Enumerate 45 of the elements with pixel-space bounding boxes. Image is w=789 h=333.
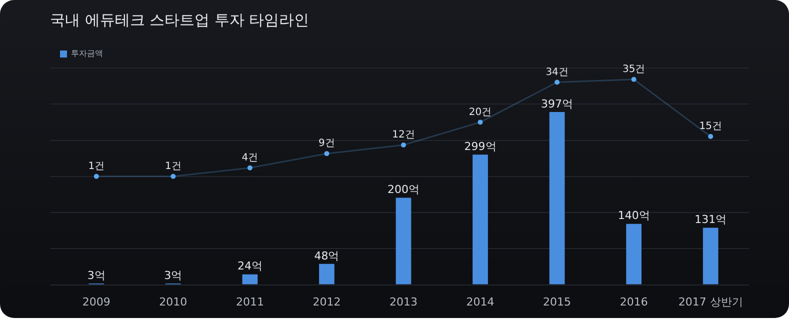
x-tick-label: 2012 [312, 295, 341, 308]
point [401, 142, 406, 148]
data-label: 9건 [318, 138, 335, 150]
data-label: 35건 [622, 64, 646, 76]
data-label: 48억 [314, 249, 340, 262]
data-label: 4건 [242, 152, 258, 164]
data-label: 12건 [392, 130, 415, 141]
bar [472, 154, 488, 284]
point [708, 134, 714, 139]
data-label: 34건 [546, 66, 568, 78]
legend-label: 투자금액 [71, 49, 103, 58]
x-tick-label: 2015 [543, 295, 572, 308]
chart-title: 국내 에듀테크 스타트업 투자 타임라인 [50, 10, 310, 29]
data-label: 1건 [88, 160, 105, 172]
bar [242, 274, 258, 284]
point [324, 151, 330, 156]
point [94, 174, 99, 179]
data-label: 131억 [694, 213, 727, 226]
x-tick-label: 2014 [466, 295, 494, 308]
point [631, 76, 636, 82]
data-label: 3억 [87, 268, 106, 282]
point [554, 80, 560, 85]
data-label: 1건 [164, 160, 182, 172]
bar [319, 264, 334, 284]
point [247, 165, 252, 170]
x-tick-label: 2013 [390, 295, 418, 308]
data-label: 200억 [388, 183, 420, 196]
bar [702, 228, 718, 284]
data-label: 299억 [464, 140, 496, 153]
data-label: 3억 [164, 268, 182, 282]
x-tick-label: 2010 [159, 295, 188, 308]
x-tick-label: 2017 상반기 [678, 295, 743, 308]
point [478, 120, 483, 125]
bar [396, 198, 412, 284]
data-label: 24억 [237, 260, 262, 273]
x-tick-label: 2009 [82, 295, 110, 308]
x-tick-label: 2011 [236, 295, 264, 308]
data-label: 140억 [618, 209, 650, 222]
x-tick-label: 2016 [620, 295, 648, 308]
bar [626, 224, 642, 284]
data-label: 15건 [699, 121, 722, 132]
point [170, 174, 176, 179]
bar [549, 112, 565, 284]
data-label: 397억 [541, 97, 574, 110]
data-label: 20건 [468, 106, 492, 118]
